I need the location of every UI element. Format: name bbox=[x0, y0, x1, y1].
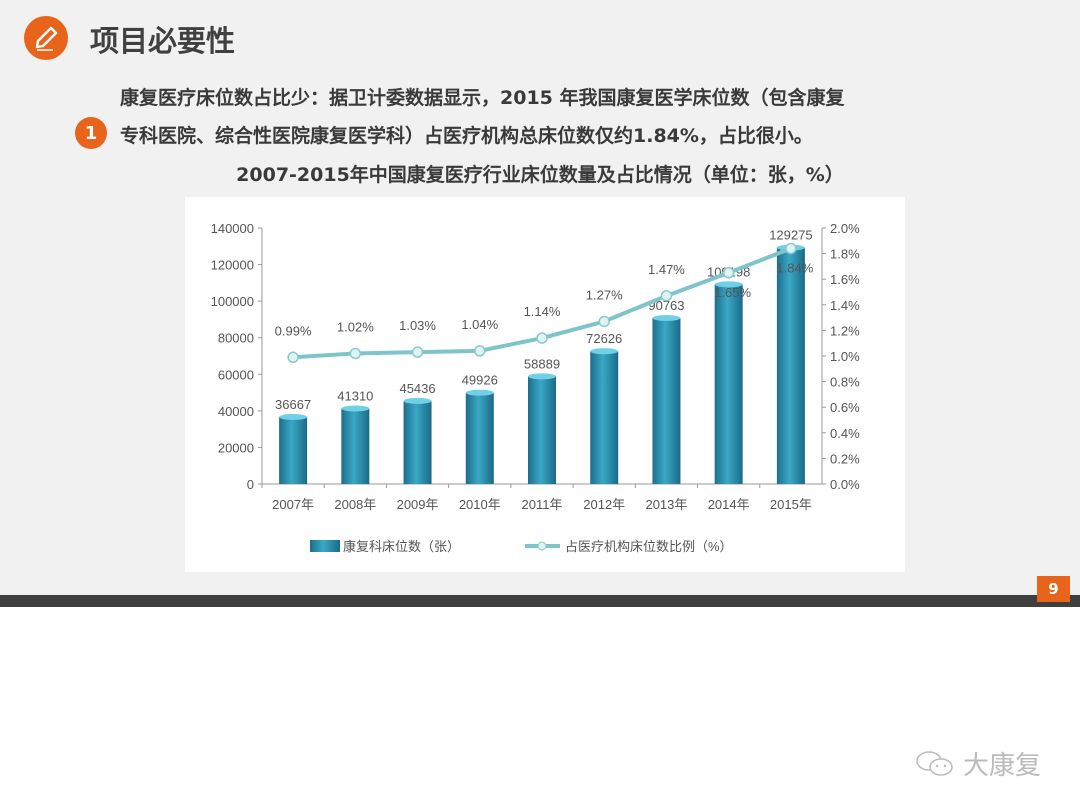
ratio-data-label: 1.65% bbox=[714, 285, 751, 300]
ratio-data-label: 1.04% bbox=[461, 317, 498, 332]
chart-title: 2007-2015年中国康复医疗行业床位数量及占比情况（单位：张，%） bbox=[236, 164, 844, 186]
right-tick-label: 1.6% bbox=[830, 272, 860, 287]
left-tick-label: 0 bbox=[247, 477, 254, 492]
ratio-data-label: 1.02% bbox=[337, 319, 374, 334]
ratio-data-label: 1.84% bbox=[776, 260, 813, 275]
bar-top bbox=[590, 348, 619, 355]
right-tick-label: 0.0% bbox=[830, 477, 860, 492]
bar bbox=[528, 376, 556, 484]
bar-data-label: 45436 bbox=[399, 381, 435, 396]
ratio-data-label: 1.47% bbox=[648, 262, 685, 277]
bar bbox=[403, 400, 432, 484]
x-tick-label: 2008年 bbox=[334, 497, 376, 512]
bar-top bbox=[403, 397, 432, 404]
right-tick-label: 0.8% bbox=[830, 375, 860, 390]
ratio-point bbox=[349, 347, 362, 360]
x-tick-label: 2011年 bbox=[522, 497, 563, 512]
ratio-point bbox=[785, 242, 797, 255]
ratio-point bbox=[536, 332, 548, 344]
right-tick-label: 2.0% bbox=[830, 221, 860, 236]
bullet-number-badge: 1 bbox=[75, 117, 107, 149]
right-tick-label: 0.6% bbox=[830, 400, 860, 415]
ratio-data-label: 1.27% bbox=[586, 287, 623, 302]
bar bbox=[279, 416, 308, 484]
left-tick-label: 140000 bbox=[211, 221, 254, 236]
ratio-point bbox=[722, 267, 735, 279]
bar bbox=[341, 408, 370, 484]
ratio-data-label: 0.99% bbox=[275, 323, 312, 338]
ratio-point bbox=[660, 290, 673, 302]
bar bbox=[590, 351, 619, 484]
right-tick-label: 1.8% bbox=[830, 247, 860, 262]
bar-data-label: 36667 bbox=[275, 397, 311, 412]
right-tick-label: 0.2% bbox=[830, 451, 860, 466]
left-tick-label: 80000 bbox=[218, 331, 254, 346]
left-tick-label: 20000 bbox=[218, 440, 254, 455]
bar-data-label: 129275 bbox=[769, 228, 812, 243]
bar-data-label: 58889 bbox=[524, 356, 560, 371]
ratio-data-label: 1.14% bbox=[524, 304, 561, 319]
left-tick-label: 100000 bbox=[211, 294, 254, 309]
x-tick-label: 2009年 bbox=[397, 497, 439, 512]
body-text-line-1: 康复医疗床位数占比少：据卫计委数据显示，2015 年我国康复医学床位数（包含康复 bbox=[120, 87, 845, 109]
bar-top bbox=[279, 413, 308, 420]
bar bbox=[652, 318, 681, 484]
x-tick-label: 2013年 bbox=[645, 497, 687, 512]
wechat-icon bbox=[916, 750, 953, 776]
right-tick-label: 0.4% bbox=[830, 426, 860, 441]
legend-line-marker bbox=[537, 541, 547, 551]
watermark-text: 大康复 bbox=[963, 751, 1042, 781]
ratio-point bbox=[598, 315, 610, 328]
pencil-icon bbox=[24, 16, 68, 60]
bar-top bbox=[465, 389, 494, 396]
left-tick-label: 40000 bbox=[218, 404, 254, 419]
x-tick-label: 2012年 bbox=[583, 497, 625, 512]
legend-bar-swatch bbox=[310, 540, 340, 552]
legend-line-label: 占医疗机构床位数比例（%） bbox=[565, 539, 733, 554]
bar-top bbox=[341, 405, 370, 412]
ratio-data-label: 1.03% bbox=[399, 318, 436, 333]
bar-top bbox=[652, 315, 681, 322]
x-tick-label: 2010年 bbox=[459, 497, 501, 512]
bar-top bbox=[528, 373, 556, 380]
bar bbox=[776, 247, 805, 484]
right-tick-label: 1.2% bbox=[830, 323, 860, 338]
page-number: 9 bbox=[1037, 576, 1070, 602]
ratio-point bbox=[474, 345, 486, 357]
right-tick-label: 1.0% bbox=[830, 349, 860, 364]
x-tick-label: 2014年 bbox=[708, 497, 750, 512]
body-text-line-2: 专科医院、综合性医院康复医学科）占医疗机构总床位数仅约1.84%，占比很小。 bbox=[120, 125, 813, 147]
bar bbox=[465, 392, 494, 484]
x-tick-label: 2015年 bbox=[770, 497, 812, 512]
watermark: 大康复 bbox=[915, 745, 1041, 782]
left-tick-label: 120000 bbox=[211, 258, 254, 273]
bar-data-label: 90763 bbox=[648, 298, 684, 313]
bar-data-label: 49926 bbox=[462, 373, 498, 388]
bar-data-label: 41310 bbox=[337, 388, 373, 403]
legend-bar-label: 康复科床位数（张） bbox=[343, 539, 460, 554]
left-tick-label: 60000 bbox=[218, 367, 254, 382]
bar bbox=[714, 284, 743, 484]
footer-bar bbox=[0, 595, 1080, 607]
ratio-point bbox=[411, 346, 424, 358]
page-title: 项目必要性 bbox=[90, 24, 236, 58]
x-tick-label: 2007年 bbox=[272, 497, 314, 512]
chart: 0 20000 40000 60000 80000 100000 120000 140000 0… bbox=[185, 197, 905, 572]
chart-svg: 0 20000 40000 60000 80000 100000 120000 140000 0… bbox=[211, 221, 860, 554]
bar-data-label: 72626 bbox=[586, 331, 622, 346]
ratio-point bbox=[287, 351, 299, 364]
right-tick-label: 1.4% bbox=[830, 298, 860, 313]
bar-top bbox=[714, 281, 743, 288]
